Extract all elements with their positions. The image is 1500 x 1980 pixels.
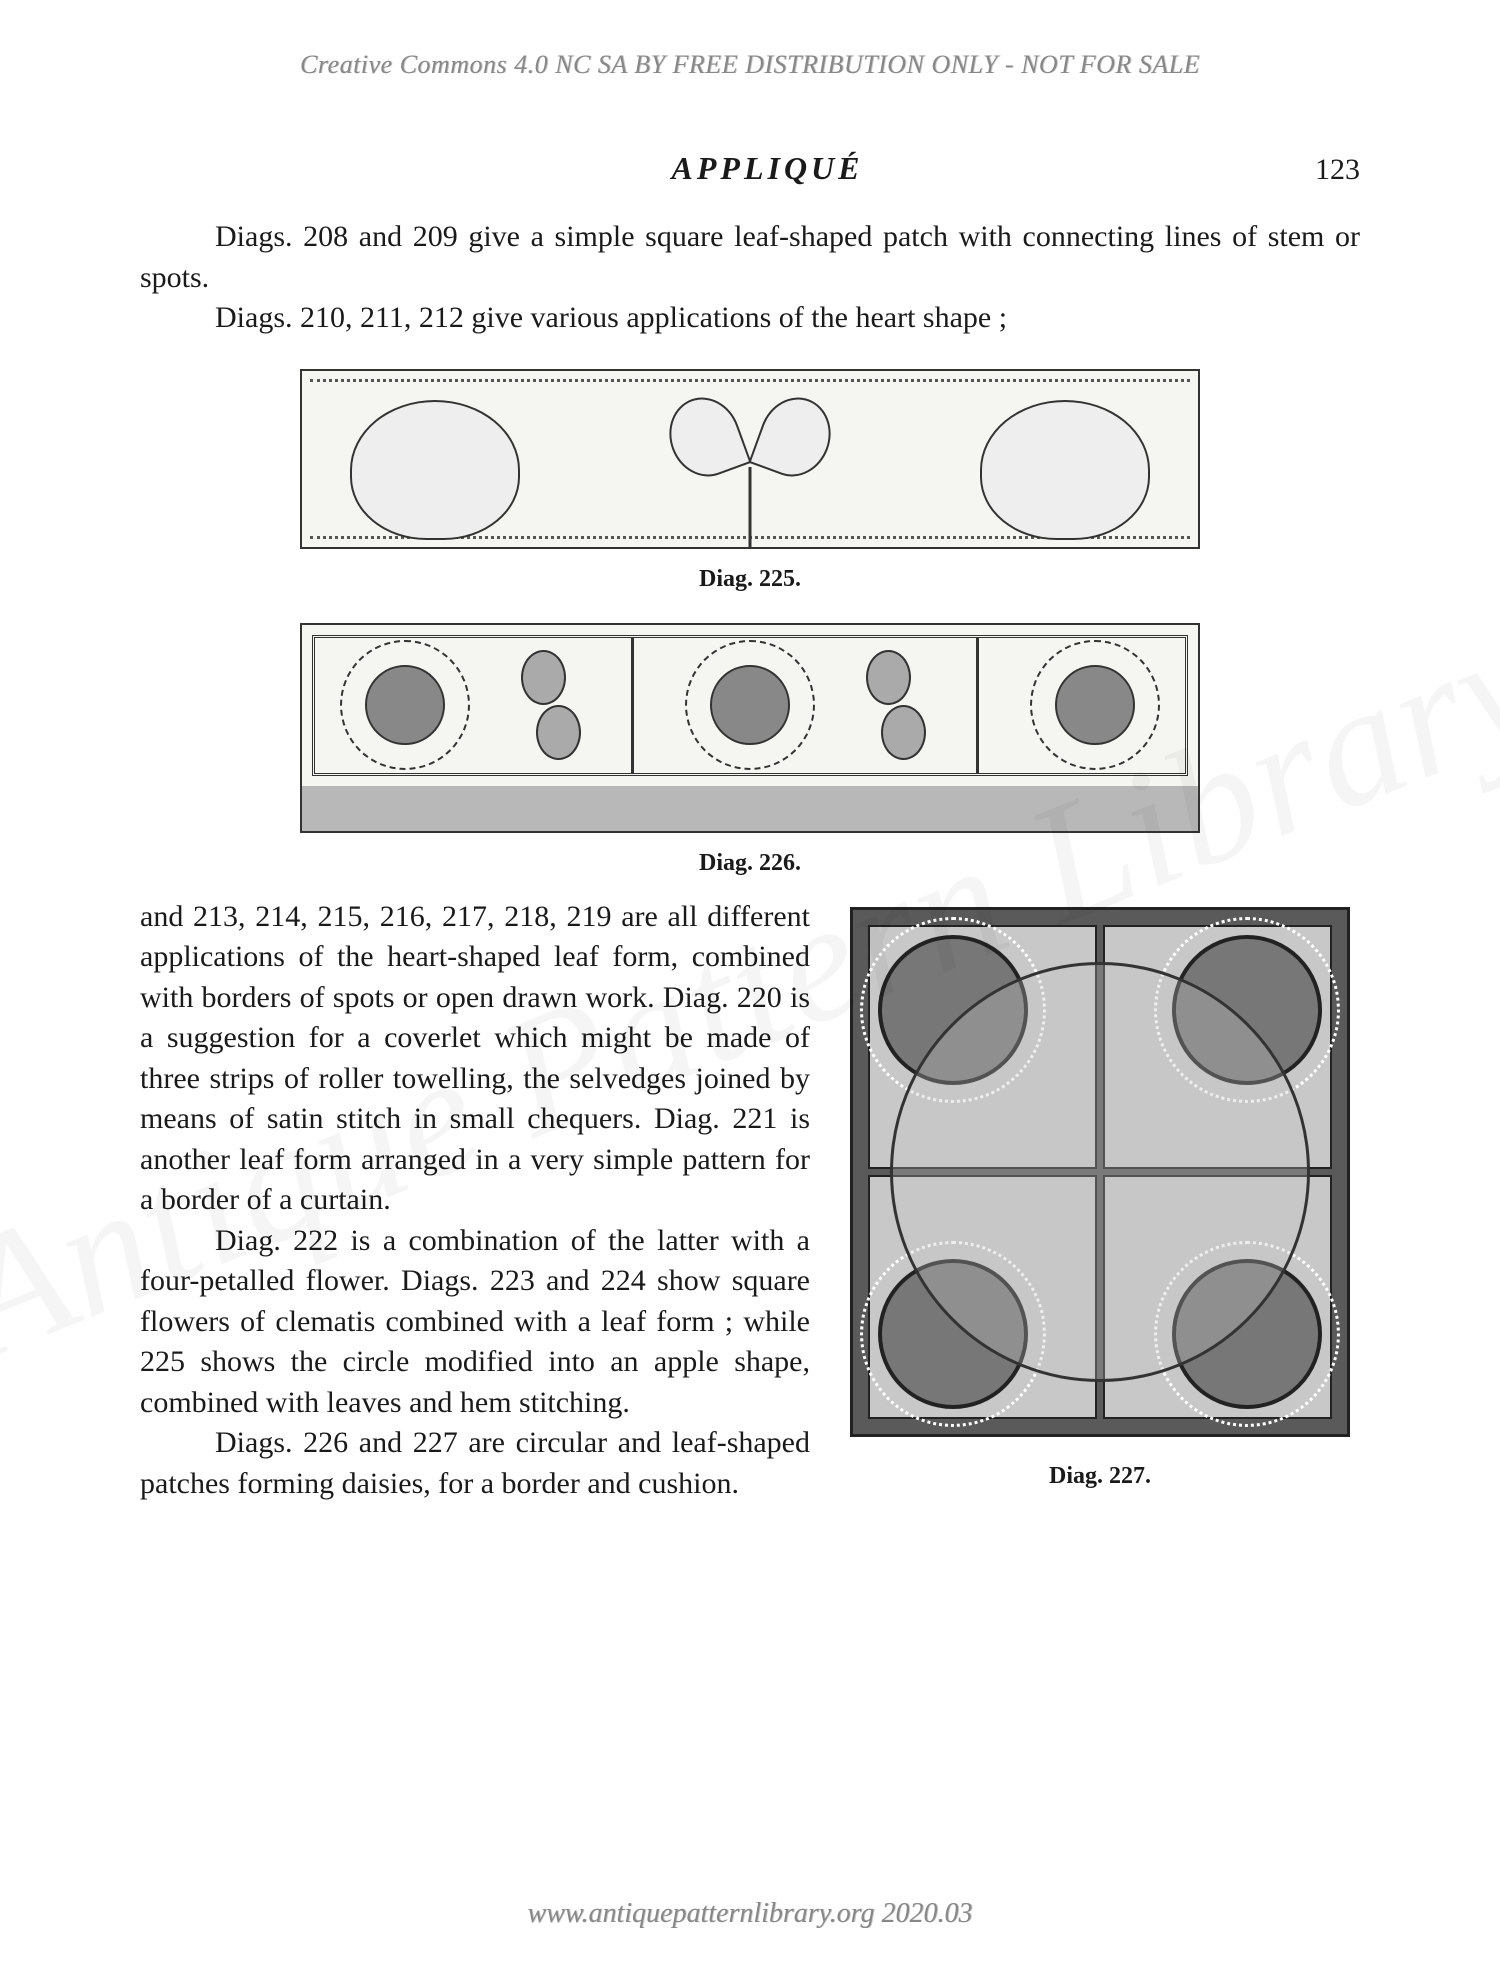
section-title: APPLIQUÉ <box>220 150 1315 187</box>
paragraph-1: Diags. 208 and 209 give a simple square … <box>140 217 1360 298</box>
figure-227-caption: Diag. 227. <box>840 1460 1360 1492</box>
diagram-227-image <box>850 907 1350 1437</box>
page-header: APPLIQUÉ 123 <box>140 150 1360 187</box>
body-text-top: Diags. 208 and 209 give a simple square … <box>140 217 1360 339</box>
figure-226-caption: Diag. 226. <box>120 850 1380 877</box>
figure-227: Diag. 227. <box>840 907 1360 1493</box>
figure-225: Diag. 225. <box>120 369 1380 593</box>
diagram-225-image <box>300 369 1200 549</box>
body-text-bottom: Diag. 227. and 213, 214, 215, 216, 217, … <box>140 897 1360 1505</box>
footer-url: www.antiquepatternlibrary.org 2020.03 <box>0 1898 1500 1930</box>
figure-226: Diag. 226. <box>120 623 1380 877</box>
paragraph-2: Diags. 210, 211, 212 give various applic… <box>140 298 1360 339</box>
document-page: Creative Commons 4.0 NC SA BY FREE DISTR… <box>0 0 1500 1980</box>
page-number: 123 <box>1315 153 1360 187</box>
figure-225-caption: Diag. 225. <box>120 566 1380 593</box>
diagram-226-image <box>300 623 1200 833</box>
license-banner: Creative Commons 4.0 NC SA BY FREE DISTR… <box>120 50 1380 80</box>
